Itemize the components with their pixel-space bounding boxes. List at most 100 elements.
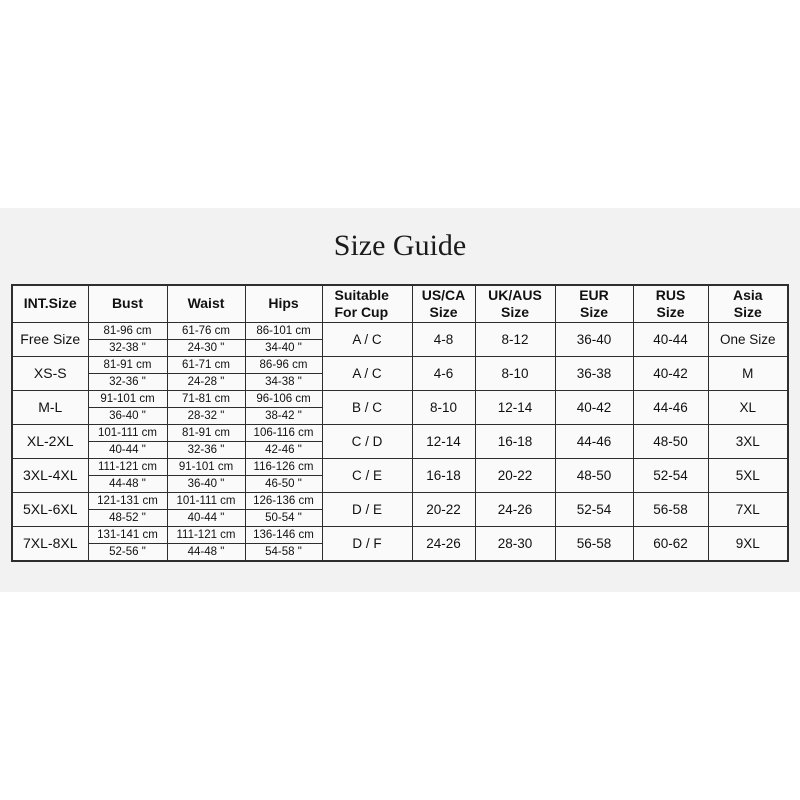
cell-uk_aus: 12-14 [474, 389, 556, 425]
cell-bust-cm: 81-91 cm [87, 355, 168, 374]
cell-hips-in: 34-38 " [244, 372, 323, 391]
cell-hips-cm: 106-116 cm [244, 423, 323, 442]
cell-hips-in: 50-54 " [244, 508, 323, 527]
cell-eur: 36-38 [554, 355, 634, 391]
size-row-inch: 44-48 " 36-40 " 46-50 " [12, 474, 788, 493]
cell-eur: 44-46 [554, 423, 634, 459]
cell-bust-in: 44-48 " [87, 474, 168, 493]
cell-int-size: XL-2XL [11, 423, 89, 459]
column-header-asia: Asia Size [707, 284, 789, 323]
cell-int-size: 3XL-4XL [11, 457, 89, 493]
cell-hips-in: 38-42 " [244, 406, 323, 425]
column-header-eur: EUR Size [554, 284, 634, 323]
column-header-us_ca: US/CA Size [411, 284, 476, 323]
column-header-cup: Suitable For Cup [321, 284, 413, 323]
cell-asia: 3XL [707, 423, 789, 459]
size-guide-table: INT.Size Bust Waist Hips Suitable For Cup US/… [11, 284, 789, 562]
cell-int-size: XS-S [11, 355, 89, 391]
cell-asia: XL [707, 389, 789, 425]
size-row-inch: 48-52 " 40-44 " 50-54 " [12, 508, 788, 527]
cell-rus: 56-58 [632, 491, 709, 527]
cell-bust-in: 48-52 " [87, 508, 168, 527]
size-row-cm: M-L 91-101 cm 71-81 cm 96-106 cm B / C 8-10 12… [11, 389, 789, 425]
cell-us_ca: 4-8 [411, 321, 476, 357]
cell-cup: C / E [321, 457, 413, 493]
cell-us_ca: 4-6 [411, 355, 476, 391]
cell-uk_aus: 8-10 [474, 355, 556, 391]
size-row-cm: XS-S 81-91 cm 61-71 cm 86-96 cm A / C 4-6 8-10… [11, 355, 789, 391]
cell-uk_aus: 8-12 [474, 321, 556, 357]
cell-cup: A / C [321, 355, 413, 391]
cell-eur: 40-42 [554, 389, 634, 425]
cell-waist-cm: 71-81 cm [166, 389, 246, 408]
column-header-uk_aus: UK/AUS Size [474, 284, 556, 323]
cell-waist-in: 28-32 " [166, 406, 246, 425]
cell-hips-cm: 136-146 cm [244, 525, 323, 544]
column-header-bust: Bust [87, 284, 168, 323]
cell-us_ca: 20-22 [411, 491, 476, 527]
header-row: INT.Size Bust Waist Hips Suitable For Cup US/… [11, 284, 789, 323]
cell-hips-in: 54-58 " [244, 542, 323, 561]
cell-waist-in: 44-48 " [166, 542, 246, 561]
cell-waist-cm: 61-76 cm [166, 321, 246, 340]
cell-waist-in: 40-44 " [166, 508, 246, 527]
size-guide-panel: Size Guide INT.Size Bust Waist Hips Suitable… [0, 208, 800, 592]
cell-hips-cm: 86-101 cm [244, 321, 323, 340]
cell-eur: 56-58 [554, 525, 634, 561]
cell-waist-cm: 101-111 cm [166, 491, 246, 510]
cell-us_ca: 12-14 [411, 423, 476, 459]
cell-rus: 40-44 [632, 321, 709, 357]
cell-cup: A / C [321, 321, 413, 357]
cell-eur: 52-54 [554, 491, 634, 527]
cell-bust-in: 36-40 " [87, 406, 168, 425]
cell-cup: C / D [321, 423, 413, 459]
size-row-cm: 5XL-6XL 121-131 cm 101-111 cm 126-136 cm D /… [11, 491, 789, 527]
cell-waist-cm: 111-121 cm [166, 525, 246, 544]
cell-us_ca: 16-18 [411, 457, 476, 493]
cell-rus: 60-62 [632, 525, 709, 561]
cell-hips-in: 46-50 " [244, 474, 323, 493]
table-header: INT.Size Bust Waist Hips Suitable For Cup US/… [11, 284, 789, 323]
cell-asia: 9XL [707, 525, 789, 561]
cell-waist-cm: 61-71 cm [166, 355, 246, 374]
cell-waist-in: 24-30 " [166, 338, 246, 357]
cell-rus: 40-42 [632, 355, 709, 391]
cell-asia: One Size [707, 321, 789, 357]
cell-hips-cm: 96-106 cm [244, 389, 323, 408]
cell-waist-in: 36-40 " [166, 474, 246, 493]
cell-rus: 48-50 [632, 423, 709, 459]
cell-rus: 52-54 [632, 457, 709, 493]
cell-bust-in: 52-56 " [87, 542, 168, 561]
size-row-cm: 3XL-4XL 111-121 cm 91-101 cm 116-126 cm C / … [11, 457, 789, 493]
cell-bust-cm: 121-131 cm [87, 491, 168, 510]
cell-int-size: Free Size [11, 321, 89, 357]
page-title: Size Guide [333, 229, 467, 262]
cell-cup: D / F [321, 525, 413, 561]
size-row-inch: 32-36 " 24-28 " 34-38 " [12, 372, 788, 391]
column-header-rus: RUS Size [632, 284, 709, 323]
size-row-inch: 52-56 " 44-48 " 54-58 " [12, 542, 788, 561]
cell-hips-cm: 126-136 cm [244, 491, 323, 510]
column-header-int_size: INT.Size [11, 284, 89, 323]
cell-int-size: 5XL-6XL [11, 491, 89, 527]
cell-bust-in: 40-44 " [87, 440, 168, 459]
cell-us_ca: 24-26 [411, 525, 476, 561]
cell-int-size: 7XL-8XL [11, 525, 89, 561]
cell-uk_aus: 24-26 [474, 491, 556, 527]
cell-hips-in: 42-46 " [244, 440, 323, 459]
cell-bust-cm: 131-141 cm [87, 525, 168, 544]
size-row-cm: 7XL-8XL 131-141 cm 111-121 cm 136-146 cm D /… [11, 525, 789, 561]
column-header-hips: Hips [244, 284, 323, 323]
cell-uk_aus: 28-30 [474, 525, 556, 561]
cell-us_ca: 8-10 [411, 389, 476, 425]
cell-asia: 7XL [707, 491, 789, 527]
cell-cup: B / C [321, 389, 413, 425]
column-header-waist: Waist [166, 284, 246, 323]
cell-bust-cm: 81-96 cm [87, 321, 168, 340]
cell-uk_aus: 20-22 [474, 457, 556, 493]
cell-waist-cm: 91-101 cm [166, 457, 246, 476]
cell-bust-cm: 111-121 cm [87, 457, 168, 476]
